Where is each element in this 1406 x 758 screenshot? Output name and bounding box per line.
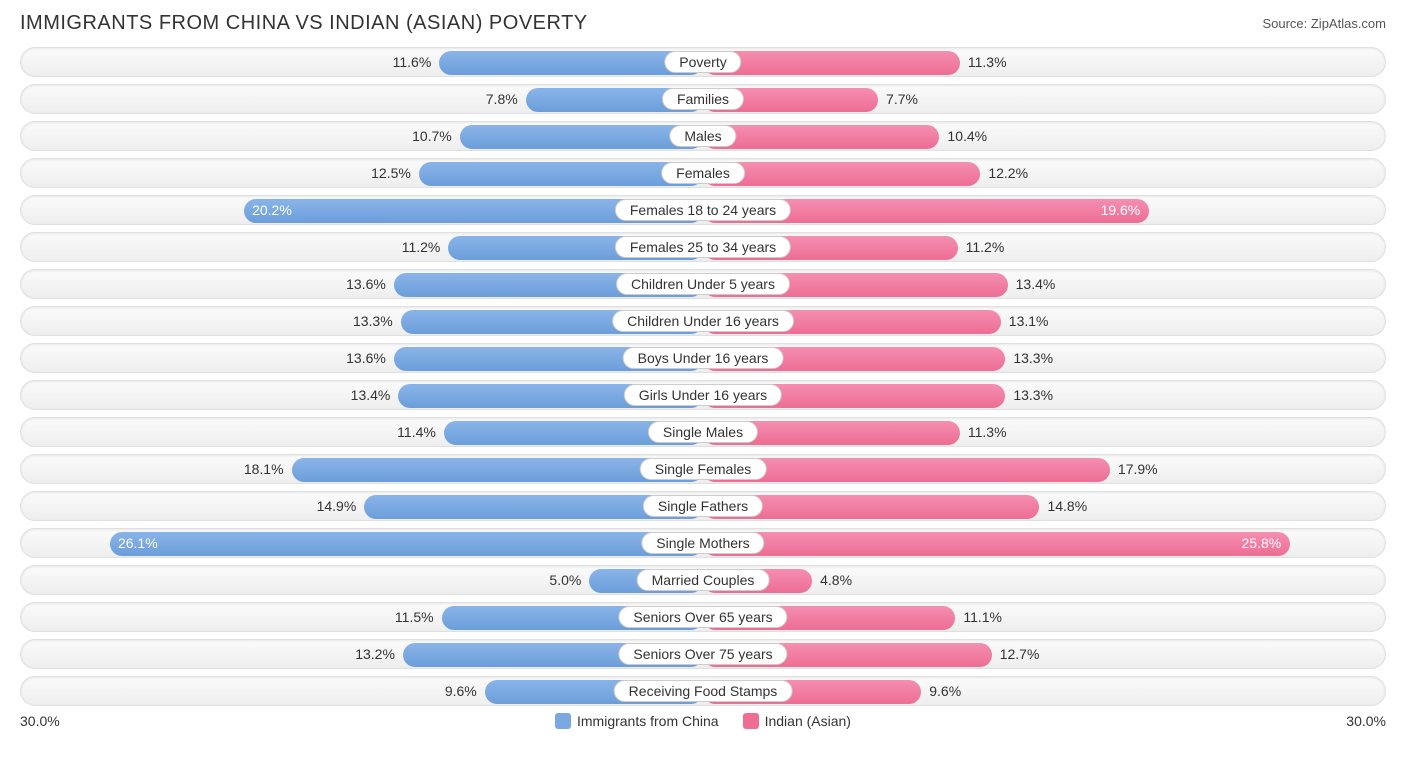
category-label: Seniors Over 75 years [618, 643, 787, 665]
legend-label-left: Immigrants from China [577, 713, 719, 729]
value-right: 25.8% [1242, 535, 1282, 551]
value-left: 11.4% [397, 424, 436, 440]
value-left: 13.6% [346, 350, 386, 366]
category-label: Single Mothers [641, 532, 764, 554]
value-left: 13.4% [351, 387, 391, 403]
category-label: Families [662, 88, 744, 110]
category-label: Females 25 to 34 years [615, 236, 791, 258]
chart-row: 11.2% 11.2% Females 25 to 34 years [20, 232, 1386, 262]
chart-area: 11.6%11.3%Poverty7.8%7.7%Families10.7%10… [20, 47, 1386, 706]
legend-item-right: Indian (Asian) [743, 713, 851, 729]
category-label: Girls Under 16 years [624, 384, 782, 406]
value-right: 11.1% [963, 609, 1002, 625]
chart-row: 14.9% 14.8% Single Fathers [20, 491, 1386, 521]
category-label: Poverty [664, 51, 741, 73]
value-left: 11.5% [395, 609, 434, 625]
category-label: Receiving Food Stamps [614, 680, 793, 702]
category-label: Single Males [648, 421, 758, 443]
value-right: 4.8% [820, 572, 852, 588]
value-left: 20.2% [252, 202, 292, 218]
value-right: 7.7% [886, 91, 918, 107]
category-label: Seniors Over 65 years [618, 606, 787, 628]
value-left: 9.6% [445, 683, 477, 699]
category-label: Boys Under 16 years [623, 347, 784, 369]
chart-row: 13.2% 12.7% Seniors Over 75 years [20, 639, 1386, 669]
value-right: 11.3% [968, 424, 1007, 440]
value-left: 11.2% [402, 239, 441, 255]
chart-row: 13.3% 13.1% Children Under 16 years [20, 306, 1386, 336]
chart-row: 13.6% 13.3% Boys Under 16 years [20, 343, 1386, 373]
axis-label-left: 30.0% [20, 713, 80, 729]
value-right: 19.6% [1101, 202, 1141, 218]
chart-row: 5.0% 4.8% Married Couples [20, 565, 1386, 595]
value-right: 17.9% [1118, 461, 1158, 477]
value-left: 5.0% [549, 572, 581, 588]
bar-left [110, 532, 703, 556]
value-left: 13.3% [353, 313, 393, 329]
chart-footer: 30.0% Immigrants from China Indian (Asia… [20, 713, 1386, 729]
chart-row: 7.8% 7.7% Families [20, 84, 1386, 114]
category-label: Married Couples [637, 569, 770, 591]
legend: Immigrants from China Indian (Asian) [555, 713, 851, 729]
value-right: 10.4% [947, 128, 987, 144]
category-label: Single Fathers [643, 495, 763, 517]
legend-swatch-right [743, 713, 759, 729]
chart-row: 9.6% 9.6% Receiving Food Stamps [20, 676, 1386, 706]
value-right: 12.7% [1000, 646, 1040, 662]
chart-row: 10.7% 10.4% Males [20, 121, 1386, 151]
legend-label-right: Indian (Asian) [765, 713, 851, 729]
chart-row: 11.6% 11.3% Poverty [20, 47, 1386, 77]
value-right: 11.2% [966, 239, 1005, 255]
chart-source: Source: ZipAtlas.com [1262, 16, 1386, 31]
chart-row: 11.4% 11.3% Single Males [20, 417, 1386, 447]
value-right: 14.8% [1047, 498, 1087, 514]
category-label: Females [661, 162, 745, 184]
chart-header: IMMIGRANTS FROM CHINA VS INDIAN (ASIAN) … [20, 12, 1386, 35]
chart-row: 20.2% 19.6% Females 18 to 24 years [20, 195, 1386, 225]
value-left: 12.5% [371, 165, 411, 181]
value-right: 9.6% [929, 683, 961, 699]
bar-left [460, 125, 703, 149]
value-right: 11.3% [968, 54, 1007, 70]
category-label: Children Under 16 years [612, 310, 794, 332]
value-left: 13.6% [346, 276, 386, 292]
source-prefix: Source: [1262, 16, 1310, 31]
chart-row: 13.6% 13.4% Children Under 5 years [20, 269, 1386, 299]
chart-row: 12.5% 12.2% Females [20, 158, 1386, 188]
value-right: 13.3% [1013, 350, 1053, 366]
value-left: 11.6% [393, 54, 432, 70]
category-label: Single Females [640, 458, 767, 480]
value-left: 10.7% [412, 128, 452, 144]
legend-swatch-left [555, 713, 571, 729]
chart-row: 26.1% 25.8% Single Mothers [20, 528, 1386, 558]
axis-label-right: 30.0% [1326, 713, 1386, 729]
value-left: 26.1% [118, 535, 158, 551]
value-right: 12.2% [988, 165, 1028, 181]
value-left: 7.8% [486, 91, 518, 107]
value-right: 13.3% [1013, 387, 1053, 403]
value-left: 18.1% [244, 461, 284, 477]
legend-item-left: Immigrants from China [555, 713, 719, 729]
chart-row: 13.4% 13.3% Girls Under 16 years [20, 380, 1386, 410]
category-label: Females 18 to 24 years [615, 199, 791, 221]
value-right: 13.1% [1009, 313, 1049, 329]
source-name: ZipAtlas.com [1311, 16, 1386, 31]
chart-row: 11.5% 11.1% Seniors Over 65 years [20, 602, 1386, 632]
category-label: Males [669, 125, 736, 147]
bar-right [703, 125, 939, 149]
value-left: 13.2% [355, 646, 395, 662]
bar-right [703, 532, 1290, 556]
bar-right [703, 51, 960, 75]
chart-row: 18.1% 17.9% Single Females [20, 454, 1386, 484]
value-right: 13.4% [1016, 276, 1056, 292]
value-left: 14.9% [317, 498, 357, 514]
chart-title: IMMIGRANTS FROM CHINA VS INDIAN (ASIAN) … [20, 12, 588, 35]
category-label: Children Under 5 years [616, 273, 790, 295]
